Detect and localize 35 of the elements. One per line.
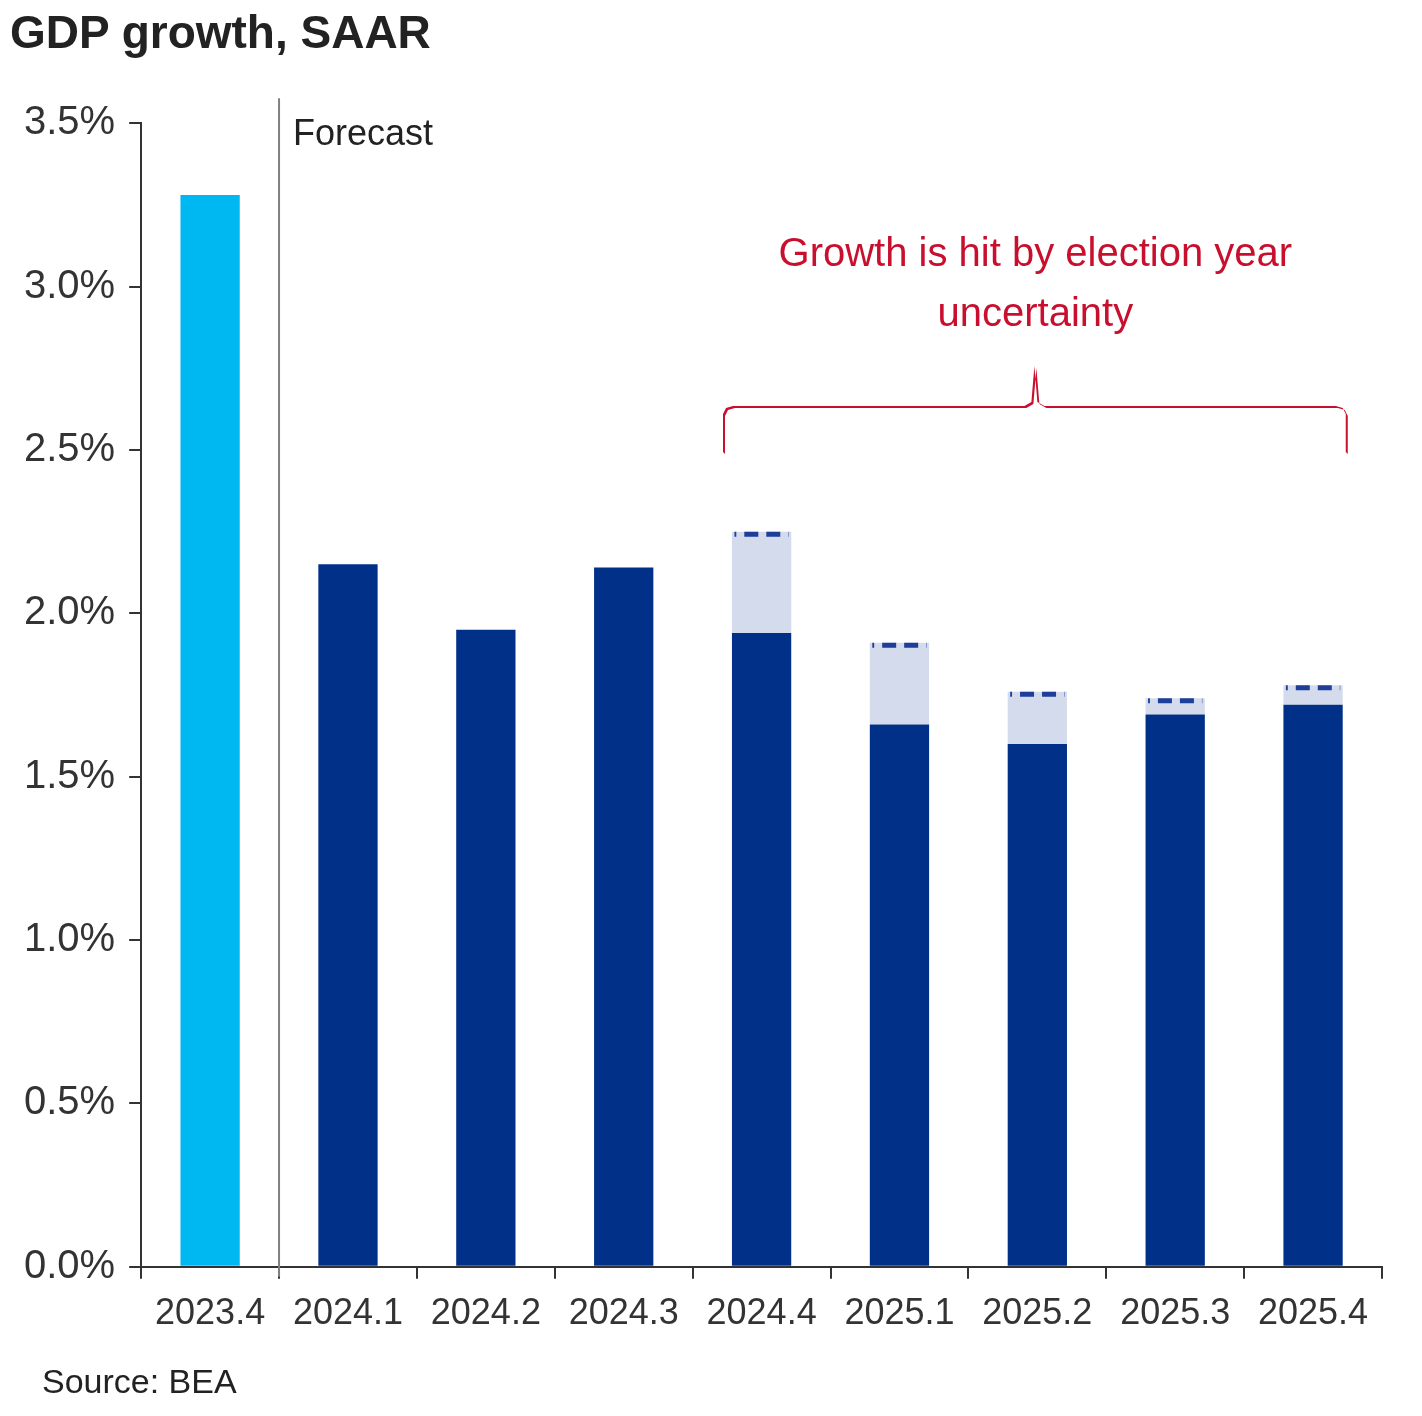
bar	[869, 724, 930, 1266]
bar	[731, 632, 792, 1266]
bar	[869, 642, 930, 725]
x-tick-label: 2025.2	[982, 1291, 1093, 1333]
bar	[1283, 685, 1343, 705]
x-tick-label: 2025.3	[1120, 1291, 1231, 1333]
bar	[594, 567, 654, 1266]
y-tick-label: 0.0%	[24, 1241, 116, 1286]
x-tick-label: 2025.4	[1258, 1291, 1369, 1333]
x-tick-label: 2024.3	[568, 1291, 679, 1333]
bar	[1283, 704, 1343, 1266]
bar	[1007, 691, 1067, 745]
bar	[731, 531, 792, 633]
x-tick-label: 2023.4	[155, 1291, 266, 1333]
bar	[456, 629, 516, 1266]
source-note: Source: BEA	[42, 1362, 237, 1401]
y-tick-label: 0.5%	[24, 1078, 116, 1123]
bar	[1145, 698, 1205, 715]
annotation: Growth is hit by election year uncertainty	[777, 229, 1294, 336]
y-tick-label: 3.5%	[24, 98, 116, 143]
x-tick-label: 2024.1	[292, 1291, 404, 1333]
y-tick-label: 1.5%	[24, 751, 116, 796]
y-tick-label: 1.0%	[24, 915, 116, 960]
bar	[180, 195, 240, 1266]
x-tick-label: 2024.2	[430, 1291, 541, 1333]
y-tick-label: 2.5%	[24, 424, 116, 469]
y-tick-label: 3.0%	[24, 261, 116, 306]
y-tick-label: 2.0%	[24, 588, 116, 633]
x-tick-label: 2024.4	[706, 1291, 817, 1333]
bar	[318, 564, 378, 1266]
annotation: Forecast	[293, 112, 434, 154]
x-tick-label: 2025.1	[844, 1291, 955, 1333]
chart-title: GDP growth, SAAR	[10, 6, 431, 59]
bar	[1007, 744, 1067, 1266]
bar	[1145, 714, 1205, 1266]
